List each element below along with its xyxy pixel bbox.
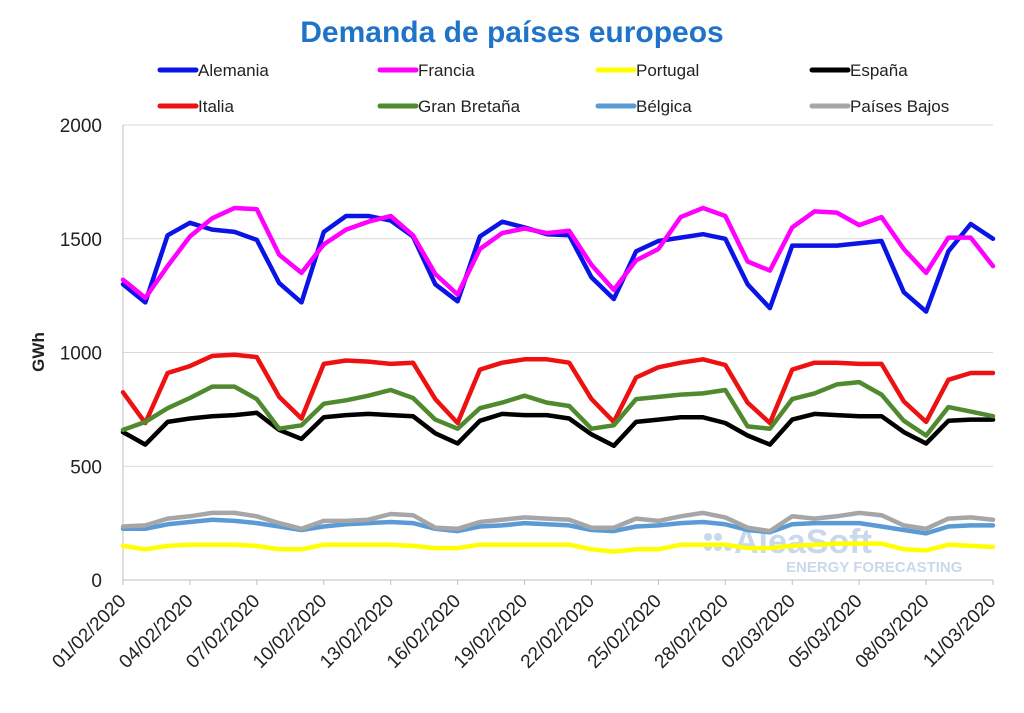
legend-label: Portugal [636,61,699,80]
series-line-españa [120,410,996,449]
legend-label: Italia [198,97,234,116]
gridlines [123,124,993,467]
legend-item: Italia [157,97,234,116]
y-tick-label: 0 [91,571,102,592]
watermark-tagline: ENERGY FORECASTING [786,559,962,576]
y-tick-label: 2000 [60,116,102,137]
legend-label: Gran Bretaña [418,97,521,116]
legend-label: España [850,61,908,80]
x-tick-label: 11/03/2020 [919,591,1000,672]
series-line-francia [120,205,996,301]
chart-title: Demanda de países europeos [300,16,724,49]
legend-item: Bélgica [595,97,692,116]
series-line-países-bajos [120,510,996,534]
y-tick-label: 1000 [60,344,102,365]
legend-item: Gran Bretaña [377,97,521,116]
legend-label: Países Bajos [850,97,949,116]
watermark-dots-icon [704,533,732,551]
series-line-gran-bretaña [120,379,996,438]
y-axis: 0 500 1000 1500 2000 [60,116,102,592]
y-tick-label: 1500 [60,230,102,251]
legend-item: Alemania [157,61,269,80]
series-line-bélgica [120,517,996,536]
legend-item: Países Bajos [809,97,949,116]
legend-item: Francia [377,61,475,80]
legend-label: Francia [418,61,475,80]
y-tick-label: 500 [70,457,102,478]
legend-item: España [809,61,908,80]
axes [122,125,993,581]
series-line-italia [120,352,996,426]
legend: Alemania Francia Portugal España Italia Gran … [157,61,949,116]
x-axis: 01/02/202004/02/202007/02/202010/02/2020… [48,580,1001,673]
legend-item: Portugal [595,61,699,80]
series-line-portugal [120,541,996,554]
legend-label: Bélgica [636,97,692,116]
series-line-alemania [120,213,996,314]
legend-label: Alemania [198,61,269,80]
y-axis-label: GWh [29,332,48,372]
series-lines [120,205,996,554]
